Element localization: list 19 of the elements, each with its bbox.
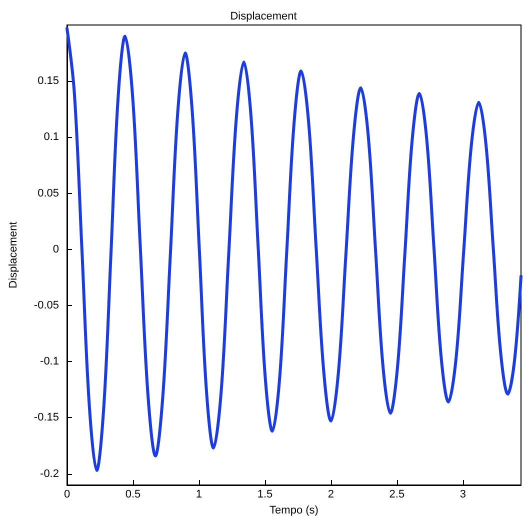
y-tick-label: -0.2	[40, 468, 59, 480]
y-tick-label: 0.15	[38, 75, 59, 88]
x-tick-label: 0.5	[125, 488, 141, 500]
y-tick-label: 0	[52, 243, 59, 256]
y-tick-label: 0.1	[44, 131, 59, 144]
chart-title: Displacement	[230, 10, 297, 22]
y-tick-label: -0.15	[34, 412, 59, 424]
y-axis-title: Displacement	[8, 222, 20, 288]
y-tick-label: -0.1	[40, 356, 59, 368]
x-tick-label: 1.5	[257, 488, 273, 500]
x-tick-label: 2.5	[389, 488, 405, 500]
x-tick-label: 3	[460, 488, 466, 500]
y-tick-label: -0.05	[34, 299, 59, 312]
y-tick-label: 0.05	[38, 187, 59, 200]
x-tick-label: 2	[328, 488, 334, 500]
x-tick-label: 1	[196, 488, 202, 500]
line-series	[66, 26, 522, 472]
x-tick-label: 0	[64, 488, 70, 500]
x-axis-title: Tempo (s)	[270, 504, 318, 516]
